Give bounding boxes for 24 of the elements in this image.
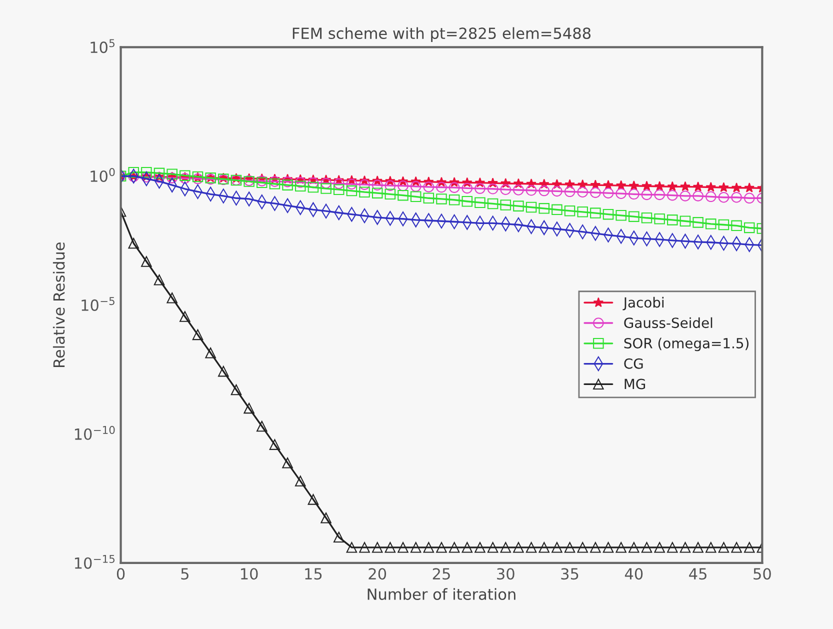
y-tick-label: 10$^{0}$ — [90, 168, 115, 182]
y-tick-label: 10$^{−5}$ — [82, 297, 114, 311]
legend-label: MG — [624, 378, 646, 390]
y-tick-label: 10$^{5}$ — [90, 39, 114, 54]
x-tick-label: 30 — [497, 568, 514, 580]
x-tick-label: 50 — [754, 568, 771, 580]
x-tick-label: 45 — [689, 568, 706, 580]
x-tick-label: 25 — [432, 568, 450, 580]
y-tick-label: 10$^{−15}$ — [74, 555, 115, 569]
x-tick-label: 0 — [116, 568, 125, 580]
y-axis-title: Relative Residue — [52, 242, 65, 367]
x-tick-label: 35 — [561, 568, 578, 580]
legend-label: CG — [624, 358, 643, 369]
y-tick-label: 10$^{−10}$ — [74, 426, 115, 440]
x-tick-label: 15 — [305, 568, 322, 580]
legend-label: SOR (omega=1.5) — [624, 338, 748, 352]
legend-label: Gauss-Seidel — [624, 317, 712, 328]
x-tick-label: 20 — [368, 568, 386, 580]
x-axis-title: Number of iteration — [368, 588, 516, 600]
chart-title: FEM scheme with pt=2825 elem=5488 — [292, 27, 591, 42]
x-tick-label: 10 — [241, 568, 258, 580]
x-tick-label: 5 — [181, 568, 188, 580]
legend-label: Jacobi — [622, 296, 664, 310]
x-tick-label: 40 — [624, 568, 643, 580]
